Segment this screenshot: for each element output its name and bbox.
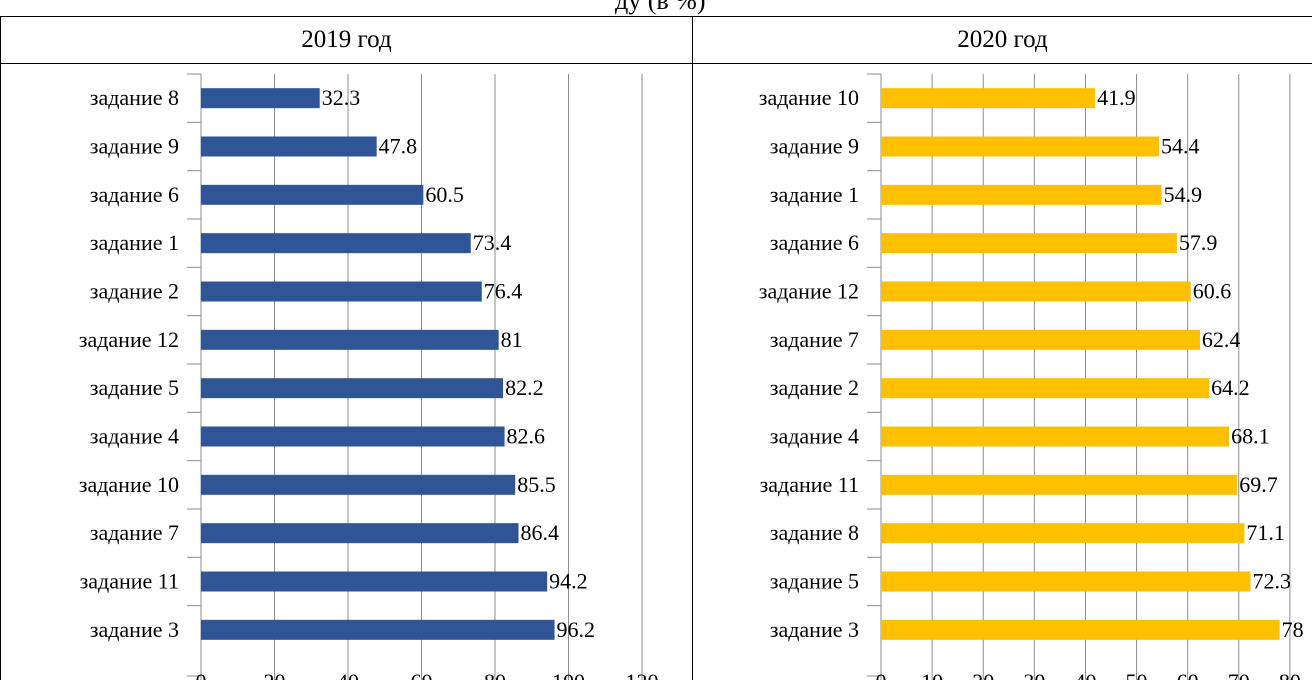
- data-label: 64.2: [1211, 375, 1250, 400]
- chart-title-2020: 2020 год: [692, 16, 1312, 64]
- bar: [201, 474, 516, 495]
- data-label: 69.7: [1239, 472, 1278, 497]
- category-label: задание 6: [770, 230, 859, 255]
- category-label: задание 1: [770, 182, 859, 207]
- category-label: задание 7: [770, 327, 859, 352]
- data-label: 68.1: [1231, 424, 1270, 449]
- bar: [201, 426, 505, 447]
- data-label: 41.9: [1097, 85, 1136, 110]
- data-label: 76.4: [484, 279, 523, 304]
- bar-chart-2020: задание 10 41.9 задание 9 54.4 задание 1 54.9…: [759, 73, 1304, 680]
- value-tick-label: 80: [1279, 669, 1301, 680]
- data-label: 32.3: [322, 85, 361, 110]
- value-tick-label: 50: [1126, 669, 1148, 680]
- bar: [881, 329, 1200, 350]
- value-tick-label: 10: [921, 669, 943, 680]
- data-label: 54.9: [1164, 182, 1203, 207]
- category-label: задание 1: [90, 230, 179, 255]
- bar: [201, 329, 499, 350]
- data-label: 81: [501, 327, 523, 352]
- data-label: 71.1: [1246, 520, 1285, 545]
- bar: [201, 378, 504, 399]
- bar: [881, 233, 1177, 254]
- category-label: задание 11: [760, 472, 859, 497]
- bar: [201, 523, 519, 544]
- bar: [201, 136, 377, 157]
- value-tick-label: 100: [552, 669, 585, 680]
- category-label: задание 12: [79, 327, 179, 352]
- category-label: задание 10: [759, 85, 859, 110]
- category-label: задание 5: [770, 569, 859, 594]
- data-label: 82.6: [507, 424, 546, 449]
- category-label: задание 3: [90, 617, 179, 642]
- category-label: задание 12: [759, 279, 859, 304]
- chart-cell-2019: задание 8 32.3 задание 9 47.8 задание 6 60.5 з…: [0, 63, 693, 680]
- category-label: задание 4: [90, 424, 179, 449]
- bar: [201, 233, 471, 254]
- bar: [881, 136, 1160, 157]
- category-label: задание 10: [79, 472, 179, 497]
- category-label: задание 4: [770, 424, 859, 449]
- category-label: задание 2: [770, 375, 859, 400]
- bar: [881, 378, 1210, 399]
- bar: [201, 184, 424, 205]
- data-label: 86.4: [521, 520, 560, 545]
- data-label: 78: [1282, 617, 1304, 642]
- data-label: 54.4: [1161, 134, 1200, 159]
- value-tick-label: 0: [196, 669, 207, 680]
- category-label: задание 5: [90, 375, 179, 400]
- bar: [881, 426, 1230, 447]
- category-label: задание 8: [770, 520, 859, 545]
- data-label: 62.4: [1202, 327, 1241, 352]
- bar: [881, 184, 1162, 205]
- category-label: задание 9: [770, 134, 859, 159]
- value-tick-label: 60: [1177, 669, 1199, 680]
- bar: [881, 474, 1238, 495]
- category-label: задание 11: [80, 569, 179, 594]
- category-label: задание 7: [90, 520, 179, 545]
- data-label: 60.5: [425, 182, 464, 207]
- data-label: 94.2: [549, 569, 588, 594]
- bar: [881, 571, 1251, 592]
- data-label: 85.5: [517, 472, 556, 497]
- bar: [881, 619, 1280, 640]
- data-label: 72.3: [1253, 569, 1292, 594]
- category-label: задание 2: [90, 279, 179, 304]
- value-tick-label: 40: [337, 669, 359, 680]
- bar: [881, 88, 1096, 109]
- value-tick-label: 70: [1228, 669, 1250, 680]
- data-label: 96.2: [557, 617, 596, 642]
- bar: [201, 619, 555, 640]
- data-label: 47.8: [379, 134, 418, 159]
- value-tick-label: 40: [1074, 669, 1096, 680]
- data-label: 60.6: [1193, 279, 1232, 304]
- category-label: задание 8: [90, 85, 179, 110]
- value-tick-label: 20: [972, 669, 994, 680]
- bar: [881, 523, 1245, 544]
- data-label: 82.2: [505, 375, 543, 400]
- charts-table: 2019 год 2020 год задание 8 32.3 задание 9…: [0, 16, 1312, 680]
- bar: [881, 281, 1191, 302]
- category-label: задание 9: [90, 134, 179, 159]
- chart-cell-2020: задание 10 41.9 задание 9 54.4 задание 1 54.9…: [692, 63, 1312, 680]
- value-tick-label: 120: [626, 669, 659, 680]
- chart-title-2019: 2019 год: [0, 16, 693, 64]
- value-tick-label: 60: [411, 669, 433, 680]
- data-label: 57.9: [1179, 230, 1218, 255]
- value-tick-label: 80: [484, 669, 506, 680]
- category-label: задание 6: [90, 182, 179, 207]
- data-label: 73.4: [473, 230, 512, 255]
- figure-caption: ду (в %): [615, 0, 706, 15]
- value-tick-label: 30: [1023, 669, 1045, 680]
- value-tick-label: 20: [264, 669, 286, 680]
- bar: [201, 571, 548, 592]
- value-tick-label: 0: [876, 669, 887, 680]
- bar-chart-2019: задание 8 32.3 задание 9 47.8 задание 6 60.5 з…: [79, 73, 659, 680]
- bar: [201, 88, 320, 109]
- category-label: задание 3: [770, 617, 859, 642]
- bar: [201, 281, 482, 302]
